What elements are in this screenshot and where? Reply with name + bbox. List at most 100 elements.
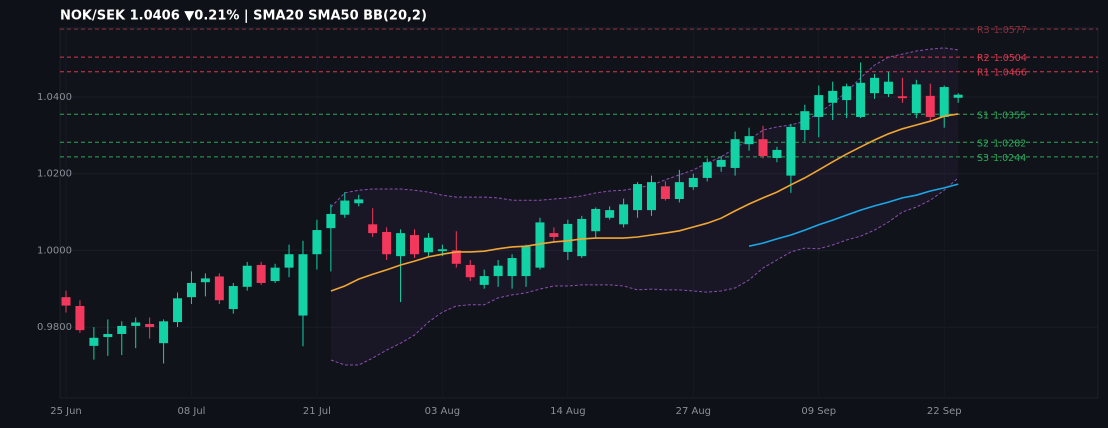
candle-body xyxy=(605,210,615,218)
candle-body xyxy=(828,90,838,103)
x-tick-label: 21 Jul xyxy=(303,406,331,417)
level-label: R2 1.0504 xyxy=(977,53,1027,64)
candle-body xyxy=(200,278,210,283)
level-value: 1.0504 xyxy=(994,53,1027,64)
candle-body xyxy=(521,246,531,277)
x-tick-label: 08 Jul xyxy=(177,406,205,417)
candle-body xyxy=(688,177,698,188)
candle-body xyxy=(633,184,643,211)
candle-body xyxy=(814,95,824,117)
candle-body xyxy=(298,254,308,316)
candle-body xyxy=(870,77,880,94)
level-label: S2 1.0282 xyxy=(977,138,1026,149)
candle-body xyxy=(340,200,350,215)
level-value: 1.0244 xyxy=(993,152,1026,163)
moving-average xyxy=(748,183,959,247)
level-name: S2 xyxy=(977,138,989,149)
candle-body xyxy=(577,218,587,257)
candle-body xyxy=(563,223,573,252)
x-tick-label: 03 Aug xyxy=(425,406,460,417)
candle-body xyxy=(465,264,475,278)
candle-body xyxy=(242,265,252,287)
level-value: 1.0355 xyxy=(993,110,1026,121)
candle-body xyxy=(131,322,141,326)
candle-body xyxy=(410,235,419,255)
plot-area xyxy=(59,27,1099,399)
candle-body xyxy=(716,159,726,167)
candle-body xyxy=(186,282,196,298)
bollinger-upper xyxy=(330,47,959,208)
level-value: 1.0577 xyxy=(994,25,1027,36)
candle-body xyxy=(911,84,921,114)
level-name: S1 xyxy=(977,110,989,121)
candle-body xyxy=(214,276,224,301)
candle-body xyxy=(89,337,99,346)
candle-body xyxy=(758,139,768,157)
candle-body xyxy=(368,224,378,234)
candle-body xyxy=(744,136,754,145)
candle-body xyxy=(354,199,364,204)
candle-body xyxy=(660,186,670,200)
candle-body xyxy=(535,222,545,268)
candle-body xyxy=(619,204,629,225)
x-tick-label: 14 Aug xyxy=(550,406,585,417)
chart-title: NOK/SEK 1.0406 ▼0.21% | SMA20 SMA50 BB(2… xyxy=(60,9,427,24)
candle-body xyxy=(173,298,183,323)
candle-body xyxy=(382,231,392,255)
candle-body xyxy=(61,297,71,306)
candle-body xyxy=(103,333,113,338)
candle-body xyxy=(730,139,740,168)
candle-body xyxy=(856,82,866,117)
candle-body xyxy=(953,94,963,98)
candle-body xyxy=(925,95,935,117)
y-tick-label: 0.9800 xyxy=(37,322,72,333)
level-name: S3 xyxy=(977,152,989,163)
candle-body xyxy=(159,321,169,344)
candle-body xyxy=(437,249,447,252)
candle-body xyxy=(549,233,559,237)
y-tick-label: 1.0200 xyxy=(37,169,72,180)
candle-body xyxy=(479,276,489,285)
candle-body xyxy=(326,213,336,229)
x-tick-label: 22 Sep xyxy=(927,406,962,417)
candle-body xyxy=(312,230,322,255)
candle-body xyxy=(117,325,127,334)
candle-body xyxy=(772,149,782,158)
candle-body xyxy=(145,324,155,328)
level-name: R3 xyxy=(977,25,990,36)
candle-body xyxy=(897,96,907,99)
moving-average xyxy=(330,113,959,292)
candle-body xyxy=(228,286,238,310)
candle-body xyxy=(591,208,601,232)
candle-body xyxy=(451,250,461,264)
level-label: R1 1.0466 xyxy=(977,67,1027,78)
level-name: R2 xyxy=(977,53,990,64)
level-value: 1.0466 xyxy=(994,67,1027,78)
level-label: S1 1.0355 xyxy=(977,110,1026,121)
x-tick-label: 09 Sep xyxy=(801,406,836,417)
candle-body xyxy=(284,254,294,268)
candle-body xyxy=(507,258,517,277)
candle-body xyxy=(493,265,503,277)
x-tick-label: 25 Jun xyxy=(50,406,82,417)
candle-body xyxy=(702,162,712,178)
candle-body xyxy=(842,86,852,101)
candle-body xyxy=(423,237,433,253)
candle-body xyxy=(270,267,280,282)
bollinger-lower xyxy=(330,177,959,366)
y-tick-label: 1.0000 xyxy=(37,245,72,256)
level-label: S3 1.0244 xyxy=(977,152,1026,163)
level-value: 1.0282 xyxy=(993,138,1026,149)
y-tick-label: 1.0400 xyxy=(37,92,72,103)
candle-body xyxy=(939,87,949,117)
candle-body xyxy=(883,81,893,94)
level-label: R3 1.0577 xyxy=(977,25,1027,36)
level-name: R1 xyxy=(977,67,990,78)
candle-body xyxy=(674,182,684,200)
x-tick-label: 27 Aug xyxy=(676,406,711,417)
candle-body xyxy=(646,182,656,211)
candle-body xyxy=(75,305,85,331)
candle-body xyxy=(256,264,266,283)
candle-body xyxy=(786,126,796,176)
